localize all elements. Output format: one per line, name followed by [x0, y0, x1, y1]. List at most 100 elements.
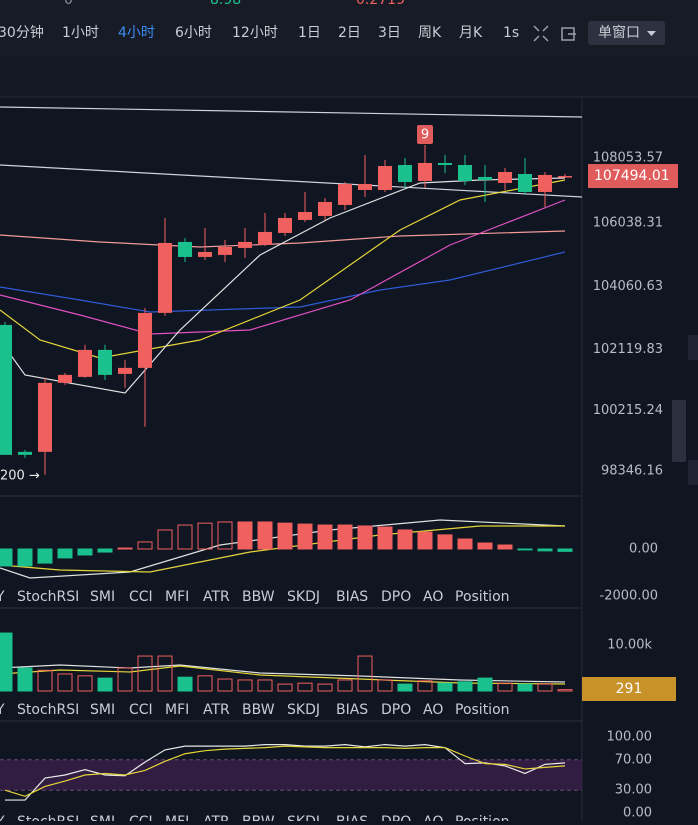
- candle-body: [118, 367, 132, 374]
- macd-bar: [57, 548, 73, 559]
- indicator-tab[interactable]: SMI: [90, 814, 115, 825]
- trend-line: [0, 106, 583, 118]
- price-badge-label: 107494.01: [594, 168, 670, 184]
- indicator-tab[interactable]: SMI: [90, 589, 115, 605]
- indicator-tab[interactable]: CCI: [129, 702, 153, 718]
- stoch-tick-label: 100.00: [607, 730, 653, 745]
- stoch-line: [5, 743, 566, 801]
- interval-tab[interactable]: 1日: [298, 25, 321, 41]
- volume-bar: [417, 680, 433, 692]
- stoch-tick-label: 70.00: [615, 752, 652, 767]
- indicator-tab[interactable]: Position: [455, 589, 510, 605]
- interval-tab[interactable]: 30分钟: [0, 24, 44, 41]
- interval-tab[interactable]: 月K: [459, 25, 483, 41]
- macd-line: [0, 525, 565, 573]
- volume-bar: [217, 678, 233, 692]
- volume-bar: [197, 675, 213, 692]
- indicator-tab[interactable]: DPO: [381, 589, 411, 605]
- indicator-tab[interactable]: BBW: [242, 814, 275, 825]
- candle-body: [138, 312, 152, 368]
- side-tab[interactable]: [688, 460, 698, 485]
- indicator-tab[interactable]: DPO: [381, 814, 411, 825]
- price-tick-label: 104060.63: [593, 279, 663, 294]
- interval-tab[interactable]: 1s: [503, 25, 519, 41]
- top-value: 0: [64, 0, 73, 8]
- indicator-tab[interactable]: Position: [455, 702, 510, 718]
- volume-bar: [77, 675, 93, 692]
- candle-body: [398, 164, 412, 182]
- macd-bar: [437, 534, 453, 550]
- interval-tab[interactable]: 3日: [378, 25, 401, 41]
- toolbar-icons[interactable]: [533, 25, 576, 42]
- price-tick-label: 100215.24: [593, 403, 663, 418]
- indicator-tab[interactable]: StochRSI: [17, 589, 79, 605]
- td-marker-label: 9: [421, 128, 429, 143]
- window-button[interactable]: [588, 21, 665, 45]
- macd-bar: [97, 548, 113, 553]
- indicator-tab[interactable]: CCI: [129, 814, 153, 825]
- indicator-tab[interactable]: AO: [423, 589, 443, 605]
- macd-bar: [457, 538, 473, 550]
- indicator-tab[interactable]: SKDJ: [287, 589, 320, 605]
- candle-body: [98, 349, 112, 375]
- indicator-tab[interactable]: BIAS: [336, 814, 368, 825]
- indicator-tab[interactable]: ATR: [203, 589, 230, 605]
- indicator-tab[interactable]: MFI: [165, 702, 189, 718]
- indicator-tab[interactable]: SKDJ: [287, 702, 320, 718]
- indicator-tab[interactable]: MFI: [165, 814, 189, 825]
- volume-bar: [497, 682, 513, 692]
- indicator-tab[interactable]: CCI: [129, 589, 153, 605]
- indicator-tab[interactable]: StochRSI: [17, 702, 79, 718]
- candle-body: [178, 241, 192, 257]
- indicator-tab[interactable]: BBW: [242, 589, 275, 605]
- volume-bar: [97, 677, 113, 692]
- interval-tab[interactable]: 6小时: [175, 25, 212, 41]
- macd-bar: [117, 547, 133, 550]
- fullscreen-icon[interactable]: [533, 25, 549, 42]
- indicator-tab[interactable]: Y: [0, 814, 5, 825]
- indicator-tab[interactable]: SMI: [90, 702, 115, 718]
- scroll-handle[interactable]: [672, 400, 686, 462]
- interval-tab[interactable]: 2日: [338, 25, 361, 41]
- indicator-tab[interactable]: BBW: [242, 702, 275, 718]
- stoch-tick-label: 30.00: [615, 783, 652, 798]
- indicator-tab[interactable]: Position: [455, 814, 510, 825]
- candle-body: [258, 231, 272, 245]
- volume-bar: [0, 632, 13, 692]
- window-button-label[interactable]: 单窗口: [598, 24, 640, 41]
- window-icon[interactable]: [561, 27, 576, 41]
- indicator-tab[interactable]: DPO: [381, 702, 411, 718]
- candle-body: [238, 241, 252, 248]
- interval-tab[interactable]: 4小时: [118, 25, 155, 41]
- ma-line: [0, 199, 566, 335]
- interval-tab[interactable]: 周K: [418, 25, 442, 41]
- interval-tab[interactable]: 1小时: [62, 25, 99, 41]
- subbar-bg: [0, 56, 698, 97]
- indicator-tab[interactable]: AO: [423, 814, 443, 825]
- indicator-tab[interactable]: ATR: [203, 814, 230, 825]
- interval-tab[interactable]: 12小时: [232, 25, 278, 41]
- volume-badge-label: 291: [616, 681, 643, 697]
- indicator-tab[interactable]: BIAS: [336, 702, 368, 718]
- indicator-tab[interactable]: BIAS: [336, 589, 368, 605]
- indicator-tab[interactable]: AO: [423, 702, 443, 718]
- volume-bar: [137, 655, 153, 692]
- candle-body: [0, 324, 12, 455]
- volume-tick-label: 10.00k: [607, 638, 652, 653]
- macd-bar: [557, 548, 573, 552]
- indicator-tab[interactable]: SKDJ: [287, 814, 320, 825]
- indicator-tab[interactable]: MFI: [165, 589, 189, 605]
- indicator-tab[interactable]: StochRSI: [17, 814, 79, 825]
- indicator-tab[interactable]: Y: [0, 589, 5, 605]
- candle-body: [518, 173, 532, 192]
- candle-body: [218, 246, 232, 255]
- volume-bar: [377, 679, 393, 692]
- toolbar-bg: [0, 0, 698, 56]
- volume-bar: [317, 683, 333, 692]
- side-tab[interactable]: [688, 335, 698, 360]
- indicator-tab[interactable]: Y: [0, 702, 5, 718]
- indicator-tab[interactable]: ATR: [203, 702, 230, 718]
- ma-line: [0, 179, 566, 359]
- candle-body: [78, 349, 92, 377]
